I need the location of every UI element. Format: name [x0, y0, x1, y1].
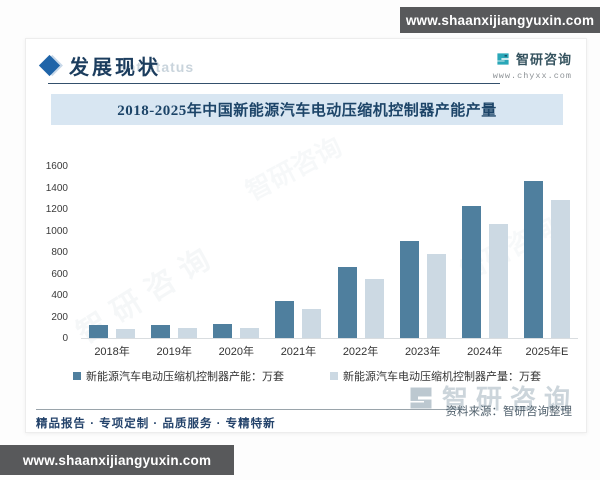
legend-label: 新能源汽车电动压缩机控制器产量：万套: [343, 371, 541, 383]
bar-group: [516, 167, 578, 338]
top-site-url: www.shaanxijiangyuxin.com: [405, 12, 595, 28]
plot-area: [81, 167, 578, 339]
bar: [89, 325, 109, 338]
header-divider: [48, 83, 500, 84]
footer-watermark: 智研咨询: [406, 379, 578, 416]
bar-group: [205, 167, 267, 338]
x-tick-label: 2018年: [94, 346, 130, 358]
bottom-site-banner: www.shaanxijiangyuxin.com: [0, 445, 234, 475]
chart-title-banner: 2018-2025年中国新能源汽车电动压缩机控制器产能产量: [51, 94, 563, 125]
x-tick-label: 2020年: [218, 346, 255, 358]
card-header: ent status 发展现状 智研咨询 www.chyxx.com: [38, 47, 574, 85]
x-tick-label: 2023年: [404, 346, 441, 358]
bottom-site-url: www.shaanxijiangyuxin.com: [22, 452, 212, 468]
y-tick-label: 800: [51, 247, 68, 258]
brand-name: 智研咨询: [515, 52, 572, 67]
bar-group: [392, 167, 454, 338]
bar: [426, 254, 446, 338]
bar: [116, 329, 136, 338]
bar: [364, 279, 384, 338]
bar: [178, 328, 198, 338]
x-axis: 2018年 2019年 2020年 2021年 2022年 2023年 2024年 2025年…: [81, 343, 578, 359]
section-title: 发展现状: [69, 57, 161, 79]
legend-item: 新能源汽车电动压缩机控制器产能：万套: [73, 368, 284, 384]
legend-swatch: [330, 372, 338, 380]
bar: [523, 181, 543, 338]
x-tick-label: 2022年: [342, 346, 379, 358]
brand-url: www.chyxx.com: [492, 71, 572, 81]
bar: [461, 205, 481, 338]
x-tick-label: 2025年E: [525, 346, 569, 358]
ghost-watermark-text: ent status: [118, 59, 195, 75]
bar-chart: 0 200 400 600 800 1000 1200 1400 1600 2018年 2019年…: [26, 147, 588, 387]
footer-divider: [36, 409, 466, 410]
x-tick-label: 2024年: [467, 346, 503, 358]
y-tick-label: 400: [51, 290, 68, 301]
y-tick-label: 1000: [45, 225, 68, 237]
chart-title: 2018-2025年中国新能源汽车电动压缩机控制器产能产量: [117, 103, 497, 119]
bar: [302, 308, 322, 338]
brand-logo-icon: [495, 51, 511, 67]
watermark-brand-text: 智研咨询: [441, 384, 578, 414]
bar: [213, 324, 233, 338]
bar: [240, 327, 260, 338]
bar: [550, 199, 570, 338]
watermark-logo-icon: [406, 383, 436, 413]
bar: [488, 224, 508, 338]
y-axis: 0 200 400 600 800 1000 1200 1400 1600: [26, 161, 74, 344]
chart-legend: 新能源汽车电动压缩机控制器产能：万套 新能源汽车电动压缩机控制器产量：万套: [26, 368, 588, 384]
diamond-icon: [38, 54, 61, 77]
bar: [275, 301, 295, 338]
y-tick-label: 0: [62, 333, 68, 344]
report-card: ent status 发展现状 智研咨询 www.chyxx.com 2018-…: [25, 38, 587, 433]
bar-group: [267, 167, 329, 338]
x-tick-label: 2021年: [280, 346, 317, 358]
y-tick-label: 200: [51, 311, 68, 323]
x-tick-label: 2019年: [156, 346, 192, 358]
bar: [399, 241, 419, 338]
footer-tagline: 精品报告 · 专项定制 · 品质服务 · 专精特新: [36, 418, 276, 430]
bar: [337, 267, 357, 338]
bar-group: [143, 167, 205, 338]
y-tick-label: 1400: [45, 182, 68, 194]
y-tick-label: 1200: [45, 204, 68, 215]
bar-group: [81, 167, 143, 338]
bar-group: [454, 167, 516, 338]
legend-label: 新能源汽车电动压缩机控制器产能：万套: [86, 371, 284, 383]
bar: [151, 325, 171, 338]
legend-item: 新能源汽车电动压缩机控制器产量：万套: [330, 368, 541, 384]
top-site-banner: www.shaanxijiangyuxin.com: [400, 7, 600, 33]
brand-block: 智研咨询 www.chyxx.com: [493, 49, 572, 81]
y-tick-label: 1600: [45, 161, 68, 172]
section-heading: 发展现状: [38, 51, 161, 80]
bar-group: [330, 167, 392, 338]
legend-swatch: [73, 372, 81, 380]
data-source-note: 资料来源：智研咨询整理: [445, 406, 573, 418]
y-tick-label: 600: [51, 268, 68, 280]
